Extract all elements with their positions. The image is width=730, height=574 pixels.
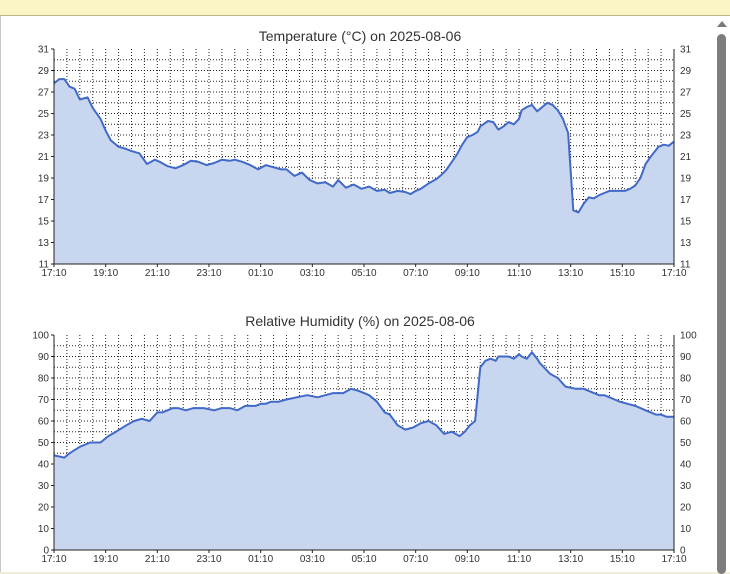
- x-tick-label: 03:10: [300, 268, 325, 279]
- y-tick-label-right: 29: [680, 66, 692, 77]
- x-tick-label: 21:10: [145, 268, 170, 279]
- x-tick-label: 01:10: [248, 554, 273, 565]
- x-tick-label: 17:10: [661, 268, 686, 279]
- y-tick-label-right: 25: [680, 109, 692, 120]
- humidity-chart: Relative Humidity (%) on 2025-08-06 0 0 10…: [32, 313, 697, 565]
- y-tick-label-right: 90: [680, 352, 692, 363]
- y-tick-label-left: 10: [38, 524, 50, 535]
- y-tick-label-left: 13: [38, 238, 50, 249]
- y-tick-label-right: 10: [680, 524, 692, 535]
- y-tick-label-right: 20: [680, 503, 692, 514]
- scroll-up-arrow-icon[interactable]: [717, 21, 727, 27]
- scroll-thumb[interactable]: [717, 34, 726, 574]
- y-tick-label-right: 30: [680, 481, 692, 492]
- y-tick-label-right: 15: [680, 217, 692, 228]
- y-tick-label-left: 31: [38, 45, 50, 56]
- y-tick-label-right: 60: [680, 417, 692, 428]
- x-tick-label: 15:10: [610, 268, 635, 279]
- x-tick-label: 03:10: [300, 554, 325, 565]
- x-tick-label: 19:10: [93, 554, 118, 565]
- series-area: [54, 352, 674, 550]
- y-tick-label-left: 17: [38, 195, 50, 206]
- x-tick-label: 19:10: [93, 268, 118, 279]
- x-tick-label: 15:10: [610, 554, 635, 565]
- y-tick-label-left: 11: [39, 260, 50, 271]
- x-tick-label: 07:10: [403, 554, 428, 565]
- y-tick-label-right: 0: [680, 546, 686, 557]
- y-tick-label-right: 70: [680, 395, 692, 406]
- vertical-scrollbar[interactable]: [713, 16, 730, 574]
- chart-title: Relative Humidity (%) on 2025-08-06: [245, 313, 475, 329]
- y-tick-label-right: 50: [680, 438, 692, 449]
- y-tick-label-left: 40: [38, 460, 50, 471]
- x-tick-label: 11:10: [507, 268, 532, 279]
- y-tick-label-left: 20: [38, 503, 50, 514]
- x-tick-label: 21:10: [145, 554, 170, 565]
- y-tick-label-right: 27: [680, 88, 692, 99]
- y-tick-label-left: 50: [38, 438, 50, 449]
- x-tick-label: 13:10: [558, 268, 583, 279]
- charts-frame: Temperature (°C) on 2025-08-06 11 11 13 13 1…: [0, 16, 730, 572]
- y-tick-label-right: 19: [680, 174, 692, 185]
- x-tick-label: 17:10: [41, 554, 66, 565]
- x-tick-label: 05:10: [351, 554, 376, 565]
- y-tick-label-right: 40: [680, 460, 692, 471]
- y-tick-label-left: 70: [38, 395, 50, 406]
- series-line: [53, 351, 674, 459]
- y-tick-label-left: 29: [38, 66, 50, 77]
- y-tick-label-right: 11: [680, 260, 691, 271]
- y-tick-label-right: 23: [680, 131, 692, 142]
- x-tick-label: 17:10: [41, 268, 66, 279]
- y-tick-label-right: 31: [680, 45, 692, 56]
- x-tick-label: 07:10: [403, 268, 428, 279]
- y-tick-label-left: 60: [38, 417, 50, 428]
- x-tick-label: 09:10: [455, 268, 480, 279]
- x-tick-label: 09:10: [455, 554, 480, 565]
- x-tick-label: 13:10: [558, 554, 583, 565]
- top-banner: [0, 0, 730, 16]
- x-tick-label: 17:10: [661, 554, 686, 565]
- y-tick-label-left: 0: [43, 546, 49, 557]
- x-tick-label: 01:10: [248, 268, 273, 279]
- chart-title: Temperature (°C) on 2025-08-06: [259, 28, 462, 44]
- x-tick-label: 23:10: [196, 554, 221, 565]
- series-area: [54, 79, 674, 264]
- y-tick-label-left: 19: [38, 174, 50, 185]
- series-line: [53, 78, 675, 214]
- y-tick-label-right: 17: [680, 195, 692, 206]
- x-tick-label: 05:10: [351, 268, 376, 279]
- x-tick-label: 11:10: [507, 554, 532, 565]
- y-tick-label-right: 100: [680, 331, 697, 342]
- y-tick-label-left: 100: [32, 331, 49, 342]
- y-tick-label-left: 25: [38, 109, 50, 120]
- y-tick-label-right: 80: [680, 374, 692, 385]
- y-tick-label-left: 15: [38, 217, 50, 228]
- y-tick-label-left: 90: [38, 352, 50, 363]
- y-tick-label-left: 27: [38, 88, 50, 99]
- y-tick-label-right: 13: [680, 238, 692, 249]
- y-tick-label-right: 21: [680, 152, 692, 163]
- x-tick-label: 23:10: [196, 268, 221, 279]
- y-tick-label-left: 80: [38, 374, 50, 385]
- y-tick-label-left: 21: [38, 152, 50, 163]
- temperature-chart: Temperature (°C) on 2025-08-06 11 11 13 13 1…: [38, 28, 692, 279]
- y-tick-label-left: 23: [38, 131, 50, 142]
- y-tick-label-left: 30: [38, 481, 50, 492]
